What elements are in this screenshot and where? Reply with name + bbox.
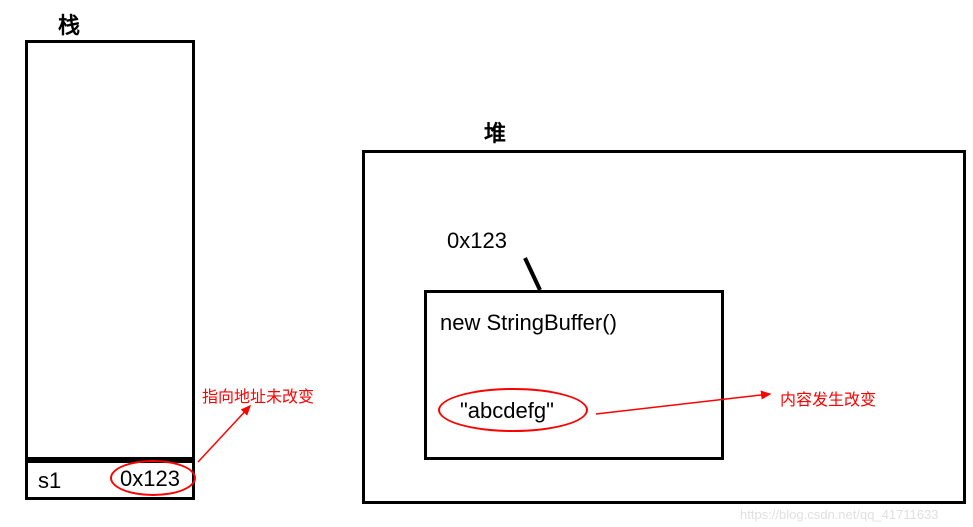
annotation-right-arrow xyxy=(0,0,973,527)
watermark: https://blog.csdn.net/qq_41711633 xyxy=(740,507,939,522)
